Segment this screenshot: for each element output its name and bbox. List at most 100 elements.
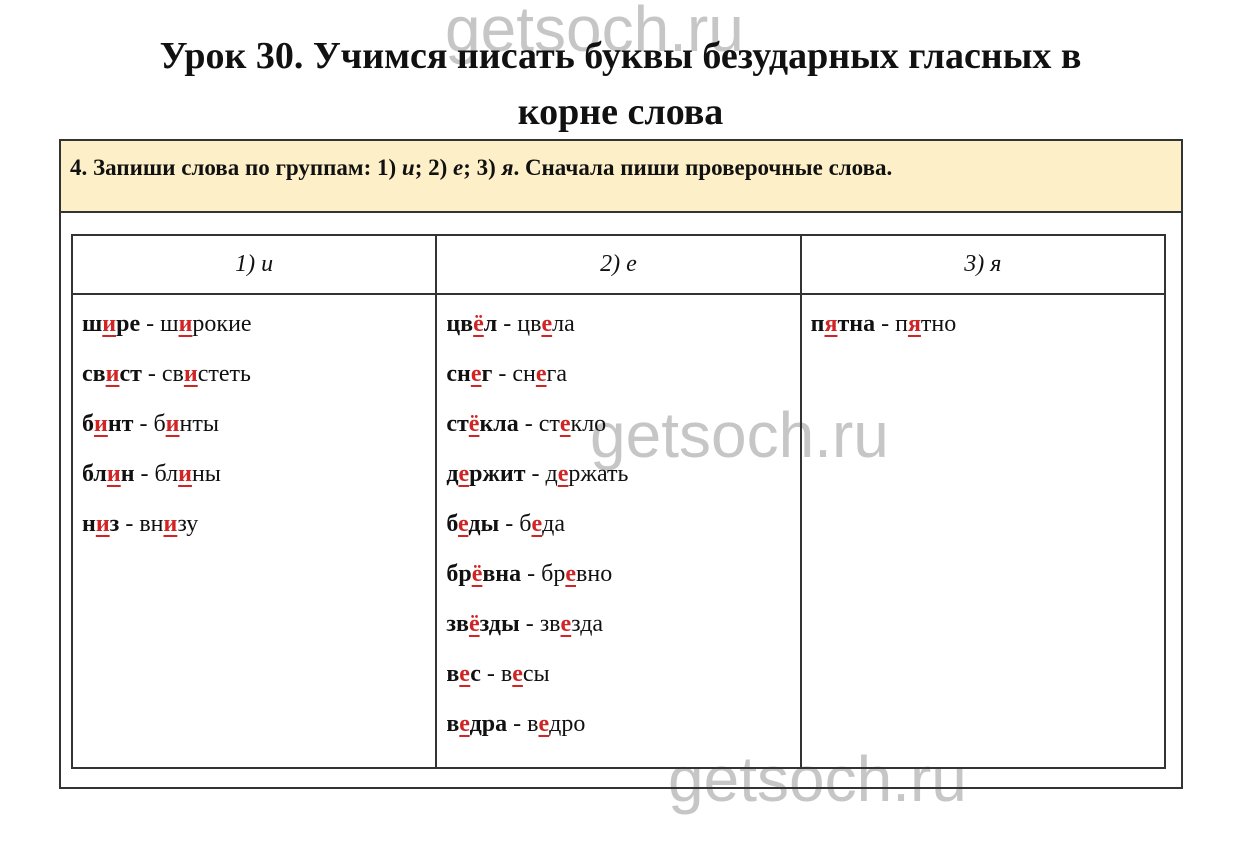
dash: - xyxy=(519,611,540,637)
vowel-highlight: е xyxy=(557,461,569,487)
table-body-row: шире - широкие свист - свистеть бинт - бин… xyxy=(70,293,1167,769)
vowel-highlight: и xyxy=(178,461,192,487)
vowel-highlight: е xyxy=(458,461,470,487)
check-word: свистеть xyxy=(162,361,251,387)
word-part: ст xyxy=(538,411,560,437)
groups-table: 1) и 2) е 3) я шире - широкие свист - свист… xyxy=(70,234,1167,769)
word-entry: пятна - пятно xyxy=(811,309,1164,359)
word-part: в xyxy=(500,661,513,687)
check-word: пятно xyxy=(895,311,956,337)
vowel-highlight: е xyxy=(470,361,482,387)
word-part: кла xyxy=(479,411,519,437)
word: держит xyxy=(446,461,525,487)
word-part: зв xyxy=(539,611,561,637)
check-word: цвела xyxy=(517,311,574,337)
column-cell: шире - широкие свист - свистеть бинт - бин… xyxy=(70,293,438,769)
word-part: в xyxy=(527,711,539,737)
check-word: стекло xyxy=(539,411,606,437)
dash: - xyxy=(499,511,520,537)
vowel-highlight: е xyxy=(559,411,571,437)
check-word: звезда xyxy=(540,611,603,637)
word-part: н xyxy=(82,511,96,537)
word-part: вн xyxy=(139,511,164,537)
word-part: сн xyxy=(512,361,536,387)
word: свист xyxy=(82,361,142,387)
check-word: блины xyxy=(155,461,221,487)
word-part: св xyxy=(161,361,184,387)
word-part: вно xyxy=(576,561,613,587)
dash: - xyxy=(119,511,140,537)
word: низ xyxy=(82,511,119,537)
column-header: 3) я xyxy=(799,234,1167,295)
word-part: зу xyxy=(177,511,199,537)
word-entry: беды - беда xyxy=(446,509,799,559)
word-part: тна xyxy=(837,311,876,337)
word-part: с xyxy=(470,661,481,687)
word-part: да xyxy=(542,511,565,537)
dash: - xyxy=(133,411,154,437)
word-part: б xyxy=(519,511,532,537)
word-part: сы xyxy=(522,661,550,687)
check-word: держать xyxy=(546,461,629,487)
word-entry: низ - внизу xyxy=(82,509,435,559)
dash: - xyxy=(480,661,501,687)
word-part: зв xyxy=(446,611,469,637)
vowel-highlight: е xyxy=(538,711,550,737)
word-part: нты xyxy=(179,411,219,437)
word-part: д xyxy=(545,461,558,487)
word-part: цв xyxy=(517,311,542,337)
word: блин xyxy=(82,461,135,487)
dash: - xyxy=(140,311,161,337)
word-part: ны xyxy=(191,461,221,487)
word-part: стеть xyxy=(197,361,251,387)
vowel-highlight: е xyxy=(459,711,470,737)
word-part: дро xyxy=(549,711,586,737)
word-part: ш xyxy=(160,311,179,337)
column-header: 1) и xyxy=(70,234,438,295)
word-entry: шире - широкие xyxy=(82,309,435,359)
word-entry: свист - свистеть xyxy=(82,359,435,409)
check-word: бревно xyxy=(541,561,612,587)
vowel-highlight: и xyxy=(105,361,120,387)
word-part: цв xyxy=(446,311,474,337)
word-part: г xyxy=(481,361,493,387)
dash: - xyxy=(525,461,546,487)
word-part: сн xyxy=(446,361,471,387)
word-part: ре xyxy=(116,311,141,337)
word-part: в xyxy=(446,661,460,687)
word: беды xyxy=(446,511,499,537)
word-part: ржать xyxy=(568,461,629,487)
word-part: дра xyxy=(469,711,508,737)
vowel-highlight: е xyxy=(565,561,577,587)
vowel-highlight: и xyxy=(163,511,178,537)
task-instruction: 4. Запиши слова по группам: 1) и; 2) е; … xyxy=(61,141,1181,213)
word: брёвна xyxy=(446,561,521,587)
group-letter: е xyxy=(453,155,464,180)
dash: - xyxy=(141,361,162,387)
word-part: вна xyxy=(482,561,522,587)
exercise-box: 4. Запиши слова по группам: 1) и; 2) е; … xyxy=(59,139,1183,789)
word-part: зды xyxy=(479,611,520,637)
word-part: п xyxy=(810,311,825,337)
vowel-highlight: и xyxy=(165,411,180,437)
word-entry: ведра - ведро xyxy=(446,709,799,759)
task-number: 4. xyxy=(70,155,88,180)
vowel-highlight: и xyxy=(102,311,117,337)
column-cell: цвёл - цвела снег - снега стёкла - стекло д… xyxy=(435,293,802,769)
watermark: getsoch.ru xyxy=(445,0,744,65)
word-part: ст xyxy=(446,411,469,437)
check-word: внизу xyxy=(139,511,198,537)
word-part: рокие xyxy=(192,311,252,337)
vowel-highlight: и xyxy=(178,311,193,337)
column-header: 2) е xyxy=(435,234,802,295)
check-word: беда xyxy=(519,511,565,537)
word-entry: блин - блины xyxy=(82,459,435,509)
vowel-highlight: и xyxy=(106,461,121,487)
word: пятна xyxy=(811,311,875,337)
word: ведра xyxy=(446,711,507,737)
word-part: д xyxy=(446,461,459,487)
vowel-highlight: и xyxy=(95,511,110,537)
vowel-highlight: е xyxy=(458,511,469,537)
table-header-row: 1) и 2) е 3) я xyxy=(70,234,1167,295)
word-entry: держит - держать xyxy=(446,459,799,509)
